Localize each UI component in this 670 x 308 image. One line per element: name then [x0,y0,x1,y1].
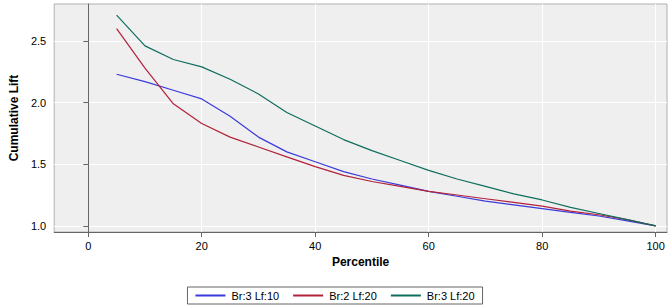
svg-text:100: 100 [646,240,664,252]
svg-text:Br:2 Lf:20: Br:2 Lf:20 [329,290,377,302]
svg-text:1.5: 1.5 [31,158,46,170]
svg-text:Percentile: Percentile [332,255,390,269]
svg-text:Br:3 Lf:20: Br:3 Lf:20 [427,290,475,302]
svg-text:1.0: 1.0 [31,220,46,232]
svg-text:0: 0 [85,240,91,252]
svg-text:Cumulative Lift: Cumulative Lift [7,75,21,162]
svg-text:20: 20 [196,240,208,252]
svg-text:2.5: 2.5 [31,35,46,47]
svg-text:60: 60 [423,240,435,252]
svg-text:2.0: 2.0 [31,97,46,109]
svg-text:80: 80 [536,240,548,252]
svg-text:40: 40 [309,240,321,252]
svg-text:Br:3 Lf:10: Br:3 Lf:10 [231,290,279,302]
